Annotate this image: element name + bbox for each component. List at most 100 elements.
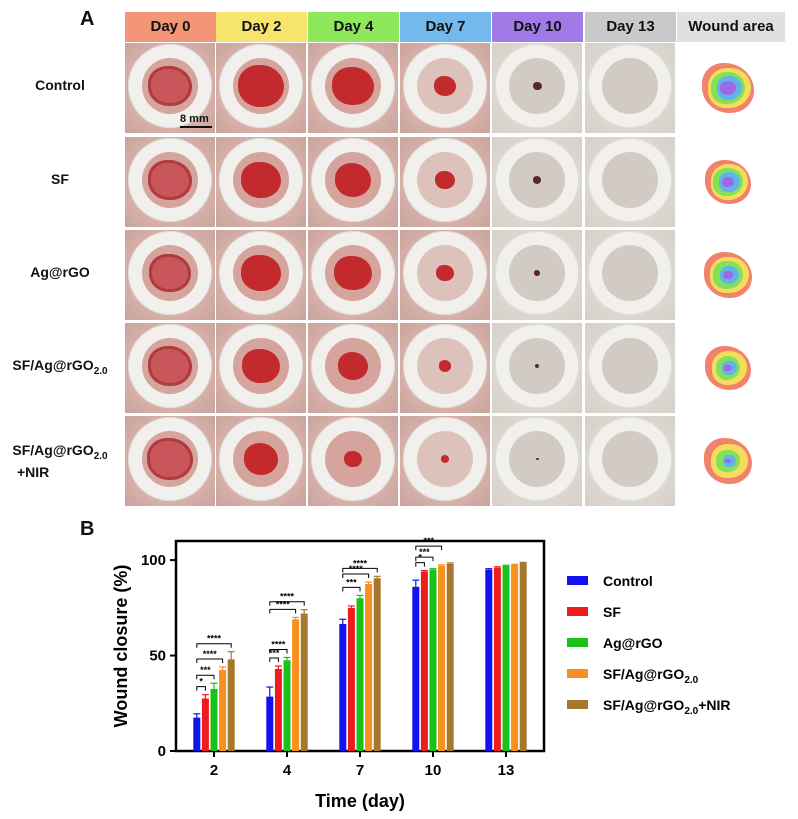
significance-label: ****: [271, 639, 286, 649]
bar: [429, 569, 437, 751]
wound-bed: [241, 161, 281, 199]
wound-photo: [125, 323, 215, 413]
wound-photo: [125, 416, 215, 506]
wound-photo: [585, 416, 675, 506]
legend-swatch: [567, 638, 588, 647]
bar: [283, 660, 291, 751]
wound-bed: [535, 364, 539, 368]
significance-bracket: [415, 562, 425, 567]
scale-bar-label: 8 mm: [180, 113, 209, 125]
bar: [210, 688, 218, 751]
wound-bed: [435, 170, 455, 190]
wound-bed: [244, 443, 278, 475]
wound-area-trace: [700, 248, 756, 304]
bar: [420, 571, 428, 751]
wound-photo: [492, 137, 582, 227]
bar: [274, 668, 282, 751]
significance-bracket: [415, 556, 434, 562]
y-tick-label: 100: [141, 552, 166, 569]
significance-bracket: [196, 674, 215, 680]
wound-photo: [308, 230, 398, 320]
significance-bracket: [196, 658, 224, 663]
significance-label: ***: [346, 577, 357, 587]
bar: [339, 624, 347, 751]
significance-bracket: [196, 643, 232, 648]
legend-label: SF/Ag@rGO2.0: [603, 666, 699, 686]
panel-b-letter: B: [80, 518, 95, 540]
wound-photo: [492, 230, 582, 320]
bar: [485, 569, 493, 751]
significance-label: ***: [200, 665, 211, 675]
wound-photo: [585, 43, 675, 133]
wound-area-trace: [700, 61, 756, 117]
wound-photo: [400, 43, 490, 133]
x-tick-label: 13: [498, 762, 515, 779]
wound-bed: [436, 264, 454, 282]
bar: [219, 669, 227, 751]
wound-bed: [335, 163, 371, 197]
y-tick-label: 0: [158, 743, 166, 760]
wound-photo: [216, 43, 306, 133]
wound-bed: [147, 437, 193, 481]
row-label-name: SF: [51, 171, 69, 187]
scale-bar: 8 mm: [180, 113, 212, 128]
legend-swatch: [567, 669, 588, 678]
inner-skin: [602, 338, 658, 394]
significance-bracket: [415, 545, 443, 551]
wound-area-trace: [700, 155, 756, 211]
wound-photo: [125, 230, 215, 320]
bar: [502, 565, 510, 751]
wound-photo: [216, 230, 306, 320]
wound-area-contour: [723, 270, 733, 280]
significance-bracket: [269, 657, 279, 663]
inner-skin: [602, 245, 658, 301]
legend-label-name: SF/Ag@rGO: [603, 666, 684, 682]
x-axis-label: Time (day): [315, 791, 405, 811]
significance-label: ****: [353, 558, 368, 568]
wound-photo: [125, 137, 215, 227]
wound-photo: [216, 323, 306, 413]
significance-label: ****: [203, 649, 218, 659]
x-tick-label: 4: [283, 762, 292, 779]
legend-label-subscript: 2.0: [684, 675, 698, 686]
significance-label: ****: [276, 599, 291, 609]
wound-photo: [216, 137, 306, 227]
x-tick-label: 10: [425, 762, 442, 779]
wound-photo: [492, 323, 582, 413]
significance-bracket: [269, 648, 288, 654]
inner-skin: [602, 58, 658, 114]
legend-label-suffix: +NIR: [698, 697, 730, 713]
legend-swatch: [567, 576, 588, 585]
wound-bed: [149, 253, 191, 293]
row-label-subscript: 2.0: [93, 450, 108, 462]
y-tick-label: 50: [149, 648, 166, 665]
significance-bracket: [342, 567, 378, 573]
wound-bed: [334, 255, 372, 291]
header-day-4: Day 4: [308, 12, 399, 42]
wound-bed: [148, 345, 192, 387]
legend-swatch: [567, 700, 588, 709]
significance-label: ***: [269, 648, 280, 658]
wound-photo: [492, 416, 582, 506]
header-day-13: Day 13: [585, 12, 676, 42]
wound-photo: [400, 323, 490, 413]
row-label-subscript: 2.0: [93, 365, 108, 377]
wound-bed: [242, 348, 280, 384]
row-label: SF/Ag@rGO2.0 +NIR: [0, 442, 120, 480]
row-label: SF: [0, 171, 120, 187]
wound-bed: [238, 64, 284, 108]
legend-label-name: SF/Ag@rGO: [603, 697, 684, 713]
wound-photo: [400, 137, 490, 227]
wound-area-contour: [720, 80, 736, 96]
bar: [511, 564, 519, 751]
bar: [446, 563, 454, 751]
wound-photo: [585, 230, 675, 320]
bar: [519, 562, 527, 751]
wound-photo: [308, 137, 398, 227]
bar: [412, 586, 420, 751]
bar: [201, 698, 209, 751]
wound-photo: [400, 416, 490, 506]
wound-area-contour: [725, 458, 731, 464]
wound-area-trace: [700, 341, 756, 397]
row-label: Ag@rGO: [0, 264, 120, 280]
